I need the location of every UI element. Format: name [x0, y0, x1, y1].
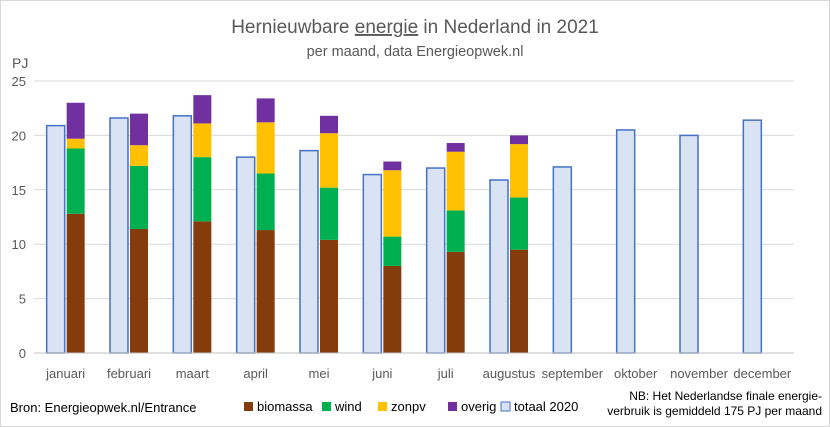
bar-biomassa	[446, 251, 465, 353]
bar-zonpv	[66, 138, 85, 149]
bar-wind	[383, 236, 402, 266]
bar-totaal-2020	[45, 124, 66, 354]
bar-totaal-2020	[742, 119, 763, 354]
axes: 0 5 10 15 20 25 januari februari maart april mei ju…	[12, 74, 794, 381]
legend-swatch-wind	[322, 402, 331, 411]
bar-totaal-2020	[362, 173, 383, 354]
source-note: Bron: Energieopwek.nl/Entrance	[10, 400, 196, 415]
bar-wind	[510, 197, 528, 250]
bar-totaal-2020	[235, 156, 256, 354]
chart-subtitle: per maand, data Energieopwek.nl	[307, 44, 524, 60]
bar-zonpv	[383, 170, 402, 237]
bar-biomassa	[510, 249, 528, 353]
x-tick-label: maart	[176, 366, 210, 381]
bar-wind	[193, 157, 212, 222]
bar-biomassa	[66, 213, 85, 353]
bar-overig	[193, 95, 212, 124]
bar-biomassa	[130, 228, 148, 353]
bar-totaal-2020	[172, 115, 193, 354]
bar-overig	[383, 161, 402, 171]
bar-biomassa	[256, 230, 275, 353]
footnote-line-2: verbruik is gemiddeld 175 PJ per maand	[607, 404, 822, 418]
y-tick-label: 5	[19, 292, 26, 307]
legend-label: biomassa	[257, 399, 313, 414]
y-tick-label: 0	[19, 346, 26, 361]
bar-wind	[130, 165, 148, 229]
x-tick-label: augustus	[483, 366, 536, 381]
bar-totaal-2020	[299, 149, 319, 354]
bar-wind	[256, 173, 275, 231]
bar-overig	[320, 115, 338, 134]
bar-totaal-2020	[109, 117, 129, 354]
bar-biomassa	[383, 265, 402, 353]
bar-totaal-2020	[425, 167, 446, 354]
gridlines	[34, 80, 794, 300]
legend-swatch-totaal-2020	[500, 401, 511, 412]
legend-swatch-biomassa	[244, 402, 253, 411]
x-tick-label: februari	[107, 366, 151, 381]
x-tick-label: december	[733, 366, 791, 381]
bar-wind	[446, 210, 465, 252]
x-tick-label: juli	[437, 366, 454, 381]
bars	[45, 95, 763, 354]
bar-totaal-2020	[552, 166, 573, 354]
bar-overig	[130, 113, 148, 146]
bar-biomassa	[320, 239, 338, 353]
x-tick-label: oktober	[614, 366, 658, 381]
legend-label: zonpv	[391, 399, 426, 414]
y-tick-label: 15	[12, 183, 26, 198]
x-tick-label: juni	[371, 366, 392, 381]
bar-wind	[66, 148, 85, 214]
y-tick-label: 25	[12, 74, 26, 89]
y-tick-label: 20	[12, 128, 26, 143]
y-tick-label: 10	[12, 237, 26, 252]
bar-zonpv	[320, 133, 338, 188]
bar-overig	[66, 102, 85, 139]
bar-biomassa	[193, 221, 212, 353]
bar-totaal-2020	[489, 179, 509, 354]
y-axis-label: PJ	[12, 55, 28, 71]
bar-zonpv	[510, 144, 528, 198]
x-tick-label: mei	[309, 366, 330, 381]
bar-wind	[320, 187, 338, 240]
legend-label: overig	[461, 399, 496, 414]
bar-zonpv	[130, 145, 148, 166]
chart-title: Hernieuwbare energie in Nederland in 202…	[231, 17, 599, 38]
x-tick-label: januari	[45, 366, 85, 381]
bar-overig	[510, 135, 528, 145]
bar-totaal-2020	[615, 129, 636, 354]
bar-overig	[256, 98, 275, 123]
bar-totaal-2020	[679, 134, 699, 354]
legend-label: totaal 2020	[514, 399, 578, 414]
bar-zonpv	[256, 122, 275, 174]
bar-zonpv	[446, 151, 465, 211]
bar-overig	[446, 143, 465, 152]
x-tick-label: april	[243, 366, 268, 381]
x-tick-label: september	[542, 366, 604, 381]
legend: biomassa wind zonpv overig totaal 2020	[244, 399, 578, 414]
legend-swatch-zonpv	[378, 402, 387, 411]
footnote-line-1: NB: Het Nederlandse finale energie-	[629, 389, 822, 403]
legend-swatch-overig	[448, 402, 457, 411]
bar-zonpv	[193, 123, 212, 158]
x-tick-label: november	[670, 366, 728, 381]
legend-label: wind	[334, 399, 362, 414]
